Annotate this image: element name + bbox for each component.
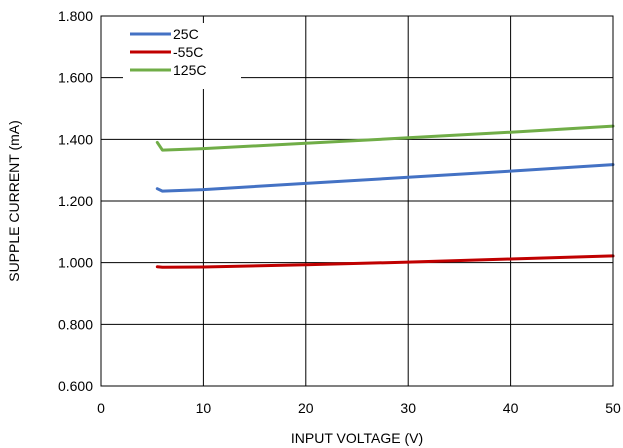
- y-tick-label: 1.600: [58, 70, 93, 86]
- x-tick-label: 10: [196, 400, 212, 416]
- y-tick-label: 1.200: [58, 193, 93, 209]
- x-tick-label: 50: [605, 400, 621, 416]
- series-line-2: [155, 254, 615, 269]
- x-tick-label: 20: [298, 400, 314, 416]
- y-tick-label: 0.800: [58, 316, 93, 332]
- plot-area-frame: [100, 15, 614, 387]
- x-tick-label: 30: [400, 400, 416, 416]
- legend-label: -55C: [173, 44, 203, 60]
- legend-label: 125C: [173, 62, 206, 78]
- y-tick-label: 1.800: [58, 8, 93, 24]
- x-axis-label: INPUT VOLTAGE (V): [291, 430, 423, 446]
- series-lines: [155, 124, 615, 269]
- legend: 25C -55C 125C: [123, 23, 241, 89]
- x-axis-tick-labels: 0 10 20 30 40 50: [97, 400, 621, 416]
- y-axis-tick-labels: 0.600 0.800 1.000 1.200 1.400 1.600 1.800: [58, 8, 93, 394]
- y-axis-label: SUPPLE CURRENT (mA): [6, 120, 22, 282]
- x-tick-label: 40: [503, 400, 519, 416]
- series-line-3: [155, 124, 615, 152]
- x-tick-label: 0: [97, 400, 105, 416]
- y-tick-label: 1.000: [58, 255, 93, 271]
- y-tick-label: 1.400: [58, 131, 93, 147]
- series-line-1: [155, 163, 615, 193]
- legend-label: 25C: [173, 26, 199, 42]
- y-tick-label: 0.600: [58, 378, 93, 394]
